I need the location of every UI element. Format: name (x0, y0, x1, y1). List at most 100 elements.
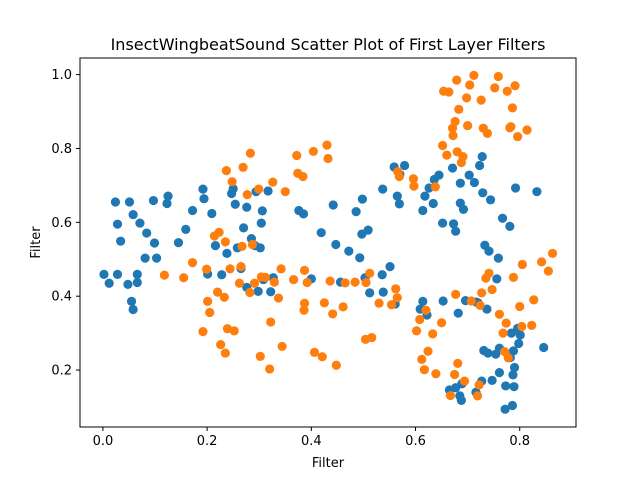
scatter-point-series-2 (411, 326, 422, 336)
x-axis-label: Filter (312, 456, 345, 471)
scatter-point-series-1 (123, 279, 133, 289)
scatter-point-series-2 (227, 177, 237, 187)
scatter-point-series-2 (428, 329, 438, 339)
x-tick-label: 0.6 (405, 434, 426, 449)
scatter-point-series-2 (238, 162, 248, 172)
scatter-point-series-2 (299, 305, 309, 315)
scatter-point-series-2 (507, 103, 518, 113)
scatter-point-series-1 (316, 228, 326, 238)
scatter-point-series-1 (181, 224, 191, 234)
scatter-point-series-1 (355, 253, 365, 263)
scatter-point-series-2 (323, 153, 333, 164)
scatter-point-series-1 (207, 208, 217, 219)
scatter-point-series-1 (128, 209, 138, 220)
scatter-point-series-1 (453, 308, 463, 318)
scatter-point-series-1 (222, 248, 232, 258)
scatter-point-series-2 (436, 318, 447, 328)
scatter-point-series-2 (234, 278, 245, 288)
scatter-point-series-2 (501, 318, 511, 328)
scatter-point-series-2 (487, 284, 497, 295)
scatter-point-series-1 (477, 152, 487, 162)
scatter-point-series-1 (124, 197, 135, 207)
scatter-point-series-2 (340, 278, 350, 288)
scatter-point-series-2 (498, 328, 508, 338)
scatter-point-series-1 (500, 404, 510, 414)
scatter-point-series-1 (132, 269, 142, 280)
scatter-point-series-1 (253, 286, 263, 296)
scatter-point-series-1 (378, 287, 388, 297)
scatter-point-series-2 (502, 86, 512, 96)
scatter-point-series-1 (163, 191, 173, 201)
scatter-point-series-2 (269, 277, 279, 287)
scatter-point-series-2 (484, 268, 494, 278)
scatter-point-series-2 (242, 190, 252, 200)
scatter-point-series-1 (116, 236, 126, 246)
scatter-point-series-1 (438, 296, 448, 306)
scatter-point-series-1 (328, 200, 338, 210)
scatter-point-series-1 (507, 400, 518, 411)
scatter-point-series-2 (454, 104, 464, 114)
scatter-point-series-2 (338, 302, 348, 312)
scatter-point-series-2 (450, 116, 460, 127)
scatter-point-series-2 (237, 241, 247, 251)
scatter-point-series-2 (472, 391, 483, 401)
scatter-point-series-2 (249, 278, 260, 288)
scatter-point-series-2 (198, 327, 208, 337)
scatter-point-series-2 (299, 298, 310, 308)
scatter-point-series-1 (464, 170, 474, 180)
scatter-point-series-1 (420, 191, 430, 201)
scatter-point-series-2 (506, 122, 516, 132)
scatter-point-series-2 (474, 380, 484, 390)
scatter-point-series-2 (225, 264, 235, 274)
scatter-point-series-2 (527, 320, 537, 330)
scatter-point-series-1 (475, 160, 485, 171)
scatter-point-series-2 (517, 321, 527, 332)
scatter-point-series-2 (214, 227, 224, 237)
scatter-point-series-1 (151, 253, 162, 263)
scatter-point-series-1 (255, 243, 265, 253)
scatter-point-series-1 (394, 199, 404, 209)
scatter-point-series-2 (374, 298, 384, 308)
scatter-point-series-2 (309, 347, 320, 357)
x-tick-label: 0.2 (197, 434, 218, 449)
scatter-point-series-2 (265, 364, 275, 374)
scatter-point-series-2 (423, 346, 433, 356)
scatter-point-series-1 (210, 241, 221, 251)
scatter-point-series-2 (459, 376, 470, 386)
scatter-point-series-2 (298, 171, 308, 182)
y-tick-label: 0.8 (51, 142, 72, 157)
scatter-point-series-1 (162, 198, 172, 209)
scatter-point-series-1 (483, 348, 493, 358)
scatter-point-series-1 (532, 187, 542, 197)
scatter-point-series-1 (510, 183, 521, 193)
scatter-point-series-1 (385, 262, 395, 272)
scatter-point-series-2 (392, 293, 402, 303)
scatter-point-series-1 (458, 204, 469, 215)
scatter-point-series-1 (478, 188, 488, 198)
scatter-point-series-1 (331, 239, 341, 250)
scatter-point-series-2 (503, 353, 513, 363)
scatter-point-series-1 (187, 205, 198, 216)
scatter-point-series-2 (365, 268, 375, 278)
scatter-point-series-2 (236, 262, 246, 272)
scatter-point-series-1 (298, 209, 309, 219)
scatter-point-series-1 (173, 238, 184, 248)
scatter-point-series-1 (434, 170, 444, 180)
scatter-point-series-2 (289, 274, 299, 285)
scatter-point-series-2 (266, 317, 276, 327)
scatter-point-series-1 (99, 269, 109, 280)
scatter-point-series-1 (112, 269, 123, 280)
scatter-point-series-2 (452, 75, 462, 85)
scatter-point-series-1 (428, 198, 438, 209)
scatter-point-series-1 (132, 277, 142, 288)
scatter-point-series-2 (482, 128, 493, 138)
scatter-point-series-2 (529, 295, 539, 305)
scatter-point-series-1 (112, 219, 123, 229)
scatter-point-series-2 (299, 265, 310, 275)
scatter-point-series-2 (515, 301, 525, 312)
scatter-point-series-1 (357, 194, 367, 204)
scatter-point-series-1 (539, 342, 549, 353)
